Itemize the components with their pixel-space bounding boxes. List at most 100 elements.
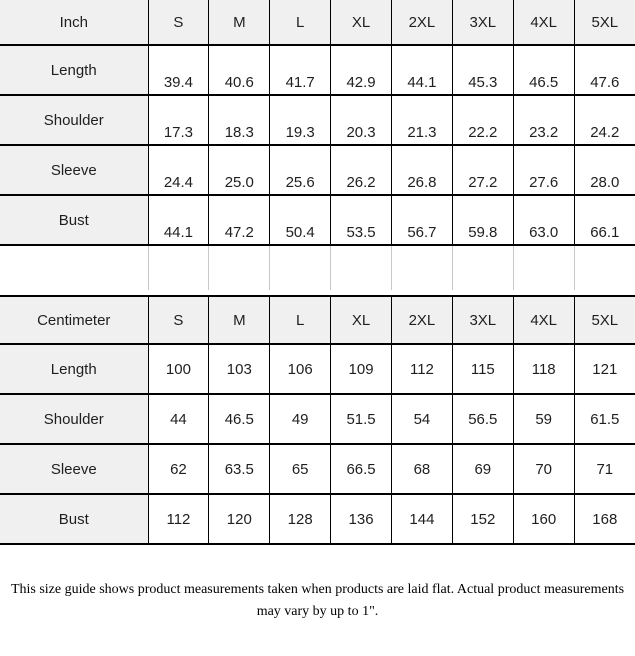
- value-cell: 56.7: [391, 194, 453, 246]
- value-cell: 27.6: [512, 144, 575, 196]
- size-header-cell: M: [208, 0, 271, 46]
- value-cell: 41.7: [269, 44, 332, 96]
- value-cell: 121: [573, 343, 635, 395]
- spacer-cell: [573, 246, 635, 290]
- value-cell: 62: [147, 443, 210, 495]
- value-cell: 103: [208, 343, 271, 395]
- value-cell: 24.2: [573, 94, 635, 146]
- value-cell: 20.3: [330, 94, 392, 146]
- value-cell: 24.4: [147, 144, 210, 196]
- value-cell: 65: [269, 443, 332, 495]
- value-cell: 66.1: [573, 194, 635, 246]
- size-guide-note: This size guide shows product measuremen…: [10, 582, 625, 619]
- value-cell: 44.1: [391, 44, 453, 96]
- inch-size-table: Inch S M L XL 2XL 3XL 4XL 5XL Length 39.4 40.6 41.7 4…: [0, 0, 635, 246]
- value-cell: 66.5: [330, 443, 392, 495]
- value-cell: 136: [330, 493, 392, 545]
- size-header-cell: 5XL: [573, 295, 635, 345]
- value-cell: 112: [391, 343, 453, 395]
- value-cell: 23.2: [512, 94, 575, 146]
- spacer-row: [0, 246, 635, 290]
- value-cell: 50.4: [269, 194, 332, 246]
- value-cell: 45.3: [451, 44, 514, 96]
- row-label-cell: Bust: [0, 194, 149, 246]
- unit-header-cell: Centimeter: [0, 295, 149, 345]
- value-cell: 44.1: [147, 194, 210, 246]
- inch-table-body: Inch S M L XL 2XL 3XL 4XL 5XL Length 39.4 40.6 41.7 4…: [0, 0, 635, 246]
- spacer-cell: [269, 246, 331, 290]
- spacer-cell: [451, 246, 514, 290]
- size-guide-page: Inch S M L XL 2XL 3XL 4XL 5XL Length 39.4 40.6 41.7 4…: [0, 0, 635, 619]
- header-row: Centimeter S M L XL 2XL 3XL 4XL 5XL: [0, 295, 635, 345]
- value-cell: 69: [451, 443, 514, 495]
- value-cell: 47.6: [573, 44, 635, 96]
- value-cell: 168: [573, 493, 635, 545]
- value-cell: 144: [391, 493, 453, 545]
- measurement-row: Shoulder 17.3 18.3 19.3 20.3 21.3 22.2 23.2 24.2: [0, 94, 635, 146]
- value-cell: 53.5: [330, 194, 392, 246]
- value-cell: 19.3: [269, 94, 332, 146]
- value-cell: 59.8: [451, 194, 514, 246]
- row-label-cell: Shoulder: [0, 393, 149, 445]
- value-cell: 118: [512, 343, 575, 395]
- unit-header-cell: Inch: [0, 0, 149, 46]
- value-cell: 47.2: [208, 194, 271, 246]
- value-cell: 22.2: [451, 94, 514, 146]
- spacer-cell: [330, 246, 392, 290]
- value-cell: 71: [573, 443, 635, 495]
- measurement-row: Shoulder 44 46.5 49 51.5 54 56.5 59 61.5: [0, 393, 635, 445]
- measurement-row: Bust 112 120 128 136 144 152 160 168: [0, 493, 635, 545]
- value-cell: 115: [451, 343, 514, 395]
- size-header-cell: XL: [330, 295, 392, 345]
- value-cell: 120: [208, 493, 271, 545]
- size-header-cell: M: [208, 295, 271, 345]
- value-cell: 70: [512, 443, 575, 495]
- measurement-row: Length 39.4 40.6 41.7 42.9 44.1 45.3 46.5 47.6: [0, 44, 635, 96]
- size-header-cell: 3XL: [451, 0, 514, 46]
- size-header-cell: S: [147, 295, 210, 345]
- value-cell: 61.5: [573, 393, 635, 445]
- value-cell: 40.6: [208, 44, 271, 96]
- measurement-row: Length 100 103 106 109 112 115 118 121: [0, 343, 635, 395]
- size-header-cell: L: [269, 0, 332, 46]
- size-header-cell: 3XL: [451, 295, 514, 345]
- size-header-cell: S: [147, 0, 210, 46]
- value-cell: 44: [147, 393, 210, 445]
- value-cell: 152: [451, 493, 514, 545]
- value-cell: 17.3: [147, 94, 210, 146]
- value-cell: 28.0: [573, 144, 635, 196]
- size-header-cell: 2XL: [391, 295, 453, 345]
- header-row: Inch S M L XL 2XL 3XL 4XL 5XL: [0, 0, 635, 46]
- size-header-cell: 4XL: [512, 0, 575, 46]
- value-cell: 68: [391, 443, 453, 495]
- row-label-cell: Bust: [0, 493, 149, 545]
- value-cell: 42.9: [330, 44, 392, 96]
- value-cell: 26.8: [391, 144, 453, 196]
- value-cell: 51.5: [330, 393, 392, 445]
- value-cell: 27.2: [451, 144, 514, 196]
- row-label-cell: Length: [0, 343, 149, 395]
- measurement-row: Sleeve 24.4 25.0 25.6 26.2 26.8 27.2 27.6 28.0: [0, 144, 635, 196]
- spacer-cell: [391, 246, 453, 290]
- value-cell: 106: [269, 343, 332, 395]
- row-label-cell: Sleeve: [0, 443, 149, 495]
- value-cell: 63.0: [512, 194, 575, 246]
- cm-table-body: Centimeter S M L XL 2XL 3XL 4XL 5XL Length 100 103 1…: [0, 295, 635, 545]
- row-label-cell: Shoulder: [0, 94, 149, 146]
- value-cell: 39.4: [147, 44, 210, 96]
- row-label-cell: Length: [0, 44, 149, 96]
- row-label-cell: Sleeve: [0, 144, 149, 196]
- value-cell: 59: [512, 393, 575, 445]
- value-cell: 100: [147, 343, 210, 395]
- spacer-cell: [0, 246, 148, 290]
- spacer-cell: [208, 246, 270, 290]
- centimeter-size-table: Centimeter S M L XL 2XL 3XL 4XL 5XL Length 100 103 1…: [0, 295, 635, 545]
- value-cell: 109: [330, 343, 392, 395]
- size-header-cell: L: [269, 295, 332, 345]
- spacer-cell: [512, 246, 575, 290]
- value-cell: 21.3: [391, 94, 453, 146]
- value-cell: 46.5: [512, 44, 575, 96]
- value-cell: 25.6: [269, 144, 332, 196]
- spacer-cell: [147, 246, 209, 290]
- table-spacer-row: [0, 246, 635, 290]
